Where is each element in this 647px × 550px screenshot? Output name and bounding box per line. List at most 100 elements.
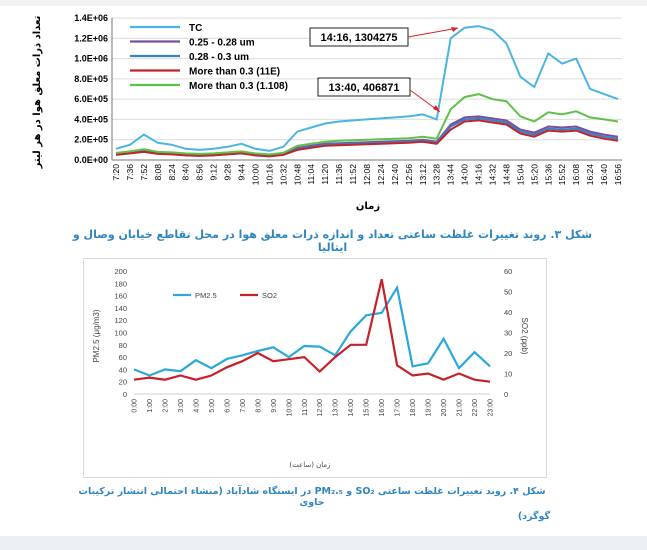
- x-tick-label: 12:08: [362, 164, 372, 186]
- figure-4-caption-line2: گوگرد): [517, 511, 550, 522]
- series-line: [133, 284, 491, 377]
- x-tick-label: 22:00: [472, 399, 479, 417]
- x-tick-label: 15:52: [557, 164, 567, 186]
- figure-4-caption-line1: شکل ۴. روند تغییرات غلظت ساعتی SO₂ و PM₂…: [78, 486, 546, 508]
- y-tick-label: 60: [119, 353, 127, 362]
- so2-axis-label: SO2 (ppb): [520, 318, 529, 355]
- x-tick-label: 9:12: [209, 164, 219, 181]
- legend-label: 0.28 - 0.3 um: [189, 52, 249, 63]
- x-tick-label: 15:20: [529, 164, 539, 186]
- x-tick-label: 11:00: [302, 399, 309, 416]
- y-tick-label: 160: [114, 292, 127, 301]
- x-tick-label: 16:56: [613, 164, 623, 186]
- x-tick-label: 15:04: [515, 164, 525, 186]
- x-tick-label: 6:00: [224, 399, 231, 413]
- y-tick-label: 0: [123, 390, 127, 399]
- y-tick-label: 6.0E+05: [74, 94, 108, 104]
- x-tick-label: 13:12: [418, 164, 428, 186]
- annotation-1340: 13:40, 406871: [329, 82, 400, 94]
- x-tick-label: 11:52: [348, 164, 358, 185]
- y-tick-label: 1.4E+06: [74, 13, 108, 23]
- y-tick-label: 140: [114, 304, 127, 313]
- x-tick-label: 4:00: [193, 399, 200, 413]
- x-axis-label-hours: زمان (ساعت): [289, 461, 330, 469]
- pm25-so2-chart: 0 20 40 60 80 100 120 140 160 180 200 0 10 20 30 40 50 6…: [92, 267, 529, 469]
- legend: PM2.5 SO2: [173, 291, 277, 300]
- series-line: [115, 117, 619, 157]
- y-tick-label: 120: [114, 316, 127, 325]
- bottom-edge: [0, 536, 647, 550]
- x-tick-label: 9:28: [223, 164, 233, 181]
- y-tick-label: 100: [114, 329, 127, 338]
- x-tick-label: 10:00: [250, 164, 260, 186]
- legend-label: SO2: [262, 291, 277, 300]
- x-tick-label: 10:00: [286, 399, 293, 417]
- x-tick-label: 8:00: [255, 399, 262, 413]
- y-tick-label: 20: [119, 378, 127, 387]
- x-tick-label: 21:00: [457, 399, 464, 417]
- x-tick-label: 16:00: [379, 399, 386, 417]
- x-tick-label: 14:00: [460, 164, 470, 186]
- pm25-axis-label: PM2.5 (μg/m3): [92, 309, 101, 362]
- x-tick-label: 11:04: [306, 164, 316, 185]
- y-tick-label: 80: [119, 341, 127, 350]
- legend-label: TC: [189, 23, 202, 34]
- figure-3-caption: شکل ۳. روند تغییرات غلظت ساعتی تعداد و ا…: [72, 228, 593, 254]
- series-line: [115, 93, 619, 156]
- x-tick-label: 13:00: [333, 399, 340, 417]
- x-tick-label: 11:20: [320, 164, 330, 185]
- y-tick-label: 0.0E+00: [74, 155, 108, 165]
- x-tick-label: 10:32: [278, 164, 288, 186]
- x-tick-label: 11:36: [334, 164, 344, 185]
- legend-label: 0.25 - 0.28 um: [189, 38, 255, 49]
- x-tick-label: 1:00: [147, 399, 154, 413]
- y-axis-label: تعداد ذرات معلق هوا در هر لیتر: [32, 15, 43, 169]
- y2-tick-label: 30: [504, 329, 512, 338]
- x-tick-label: 15:00: [364, 399, 371, 417]
- x-tick-label: 12:40: [390, 164, 400, 186]
- x-tick-label: 9:44: [237, 164, 247, 181]
- y2-tick-label: 0: [504, 390, 508, 399]
- x-tick-label: 18:00: [410, 399, 417, 417]
- y-tick-label: 8.0E+05: [74, 74, 108, 84]
- x-tick-label: 13:44: [446, 164, 456, 186]
- y-tick-label: 1.2E+06: [74, 33, 108, 43]
- y-tick-label: 4.0E+05: [74, 114, 108, 124]
- y-tick-label: 1.0E+06: [74, 54, 108, 64]
- x-tick-label: 9:00: [271, 399, 278, 413]
- y-tick-label: 180: [114, 279, 127, 288]
- y2-tick-label: 20: [504, 349, 512, 358]
- y-tick-label: 40: [119, 365, 127, 374]
- x-tick-label: 7:36: [125, 164, 135, 181]
- y-tick-label: 200: [114, 267, 127, 276]
- x-tick-label: 13:28: [432, 164, 442, 186]
- x-tick-label: 7:20: [111, 164, 121, 181]
- x-tick-label: 20:00: [441, 399, 448, 417]
- x-tick-label: 10:48: [292, 164, 302, 186]
- x-tick-label: 14:32: [488, 164, 498, 186]
- legend-label: PM2.5: [195, 291, 217, 300]
- x-tick-label: 5:00: [209, 399, 216, 413]
- annotation-peak: 14:16, 1304275: [320, 32, 397, 44]
- x-tick-label: 12:56: [404, 164, 414, 186]
- y2-tick-label: 40: [504, 308, 512, 317]
- x-tick-label: 14:00: [348, 399, 355, 417]
- x-tick-label: 7:00: [240, 399, 247, 413]
- x-tick-label: 7:52: [139, 164, 149, 181]
- x-tick-label: 14:48: [501, 164, 511, 186]
- particle-count-chart: 0.0E+00 2.0E+05 4.0E+05 6.0E+05 8.0E+05 1.0E+…: [32, 13, 623, 212]
- x-tick-label: 0:00: [132, 399, 139, 413]
- x-tick-label: 8:24: [167, 164, 177, 181]
- x-tick-label: 2:00: [162, 399, 169, 413]
- x-tick-label: 3:00: [178, 399, 185, 413]
- x-tick-label: 10:16: [264, 164, 274, 186]
- x-tick-label: 16:24: [585, 164, 595, 186]
- x-tick-label: 12:00: [317, 399, 324, 417]
- series-line: [133, 278, 491, 383]
- x-tick-label: 14:16: [474, 164, 484, 186]
- legend-label: More than 0.3 (11E): [189, 67, 280, 78]
- x-tick-label: 23:00: [488, 399, 495, 417]
- x-tick-label: 8:40: [181, 164, 191, 181]
- x-axis-label: زمان: [356, 201, 380, 212]
- x-tick-label: 19:00: [426, 399, 433, 417]
